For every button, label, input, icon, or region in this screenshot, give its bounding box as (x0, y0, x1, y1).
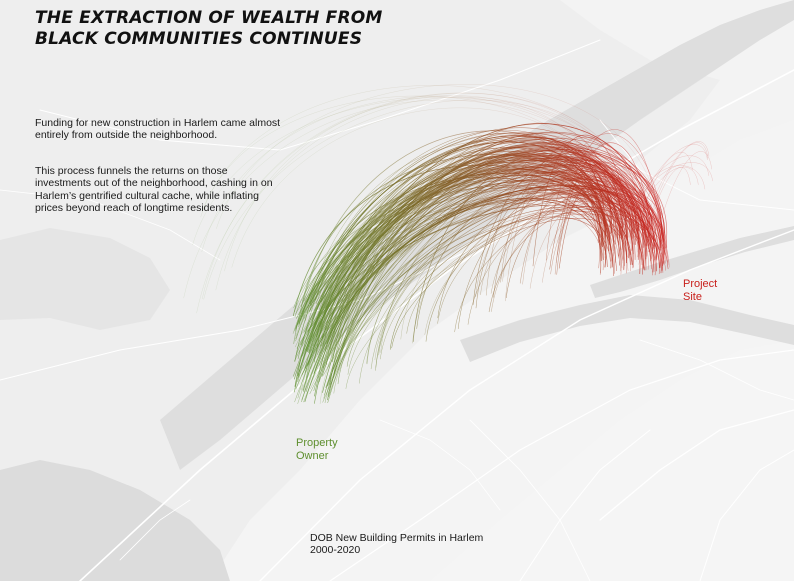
flow-arc (346, 216, 611, 367)
flow-arc (519, 184, 609, 284)
flow-arc (231, 107, 615, 268)
flow-arc (295, 158, 661, 357)
flow-arc (457, 171, 655, 329)
river-harlem (590, 226, 794, 298)
flow-arc (493, 164, 645, 298)
source-line-2: 2000-2020 (310, 544, 361, 557)
flow-arc (412, 182, 604, 344)
property-owner-label: Property Owner (296, 437, 338, 462)
river-east (460, 295, 794, 362)
project-site-label: Project Site (683, 278, 718, 303)
flow-arc (486, 141, 610, 296)
source-note: DOB New Building Permits in Harlem 2000-… (310, 532, 483, 557)
description-paragraph-2: This process funnels the returns on thos… (35, 165, 273, 214)
flow-arc (322, 123, 655, 347)
flow-arc (297, 160, 668, 378)
water-northwest (0, 228, 170, 330)
source-line-1: DOB New Building Permits in Harlem (310, 532, 484, 544)
title-line-2: BLACK COMMUNITIES CONTINUES (35, 29, 363, 49)
flow-arc (295, 192, 622, 314)
page-title: THE EXTRACTION OF WEALTH FROM BLACK COMM… (35, 8, 383, 50)
flow-arc (406, 213, 666, 334)
description-paragraph-1: Funding for new construction in Harlem c… (35, 117, 281, 142)
title-line-1: THE EXTRACTION OF WEALTH FROM (35, 8, 383, 28)
flow-arc (294, 172, 611, 387)
flow-arc (472, 151, 635, 305)
flow-arc (201, 95, 612, 244)
road-network (0, 39, 794, 581)
flow-arc (500, 137, 644, 283)
flow-arc (416, 174, 609, 329)
flow-arc (549, 162, 639, 270)
water-bay (0, 460, 230, 581)
flow-arc (297, 132, 636, 383)
